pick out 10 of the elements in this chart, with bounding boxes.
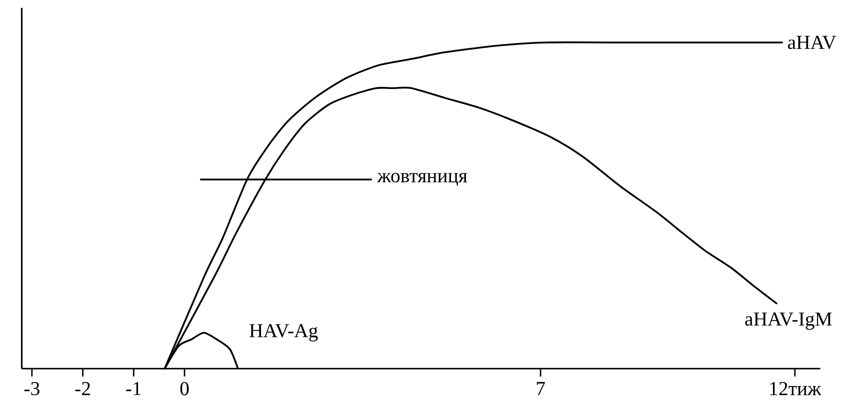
x-tick-label: -1 <box>126 382 141 395</box>
series-label: жовтяниця <box>377 172 468 186</box>
series-label: HAV-Ag <box>250 324 318 342</box>
x-tick-label: -2 <box>75 382 90 396</box>
series-label: aHAV <box>788 36 836 50</box>
x-tick-label: -3 <box>24 382 40 396</box>
x-tick-label: 0 <box>180 382 189 396</box>
series-label: aHAV-IgM <box>745 312 832 330</box>
x-tick-label: 7 <box>536 382 545 395</box>
x-tick-label: 12тиж <box>770 382 822 396</box>
